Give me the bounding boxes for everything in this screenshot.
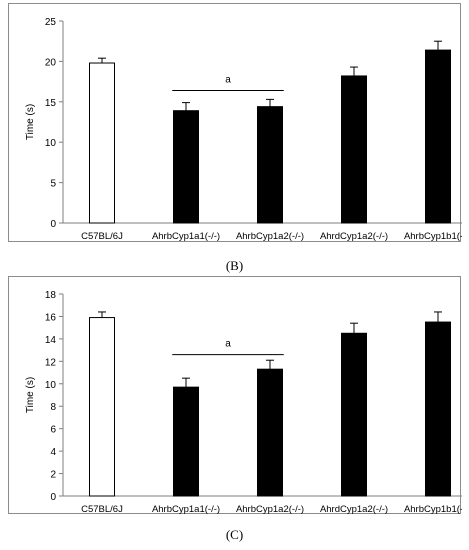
bar xyxy=(341,75,367,224)
y-tick-label: 12 xyxy=(45,357,57,368)
y-tick-label: 10 xyxy=(45,380,57,391)
y-tick-label: 18 xyxy=(45,290,57,301)
significance-label: a xyxy=(225,339,231,350)
x-tick-label: C57BL/6J xyxy=(81,231,123,242)
bar xyxy=(89,317,115,497)
bar xyxy=(425,49,451,224)
x-tick-label: AhrbCyp1a2(-/-) xyxy=(236,504,304,515)
bar xyxy=(173,110,199,224)
x-tick-label: AhrbCyp1a1(-/-) xyxy=(152,231,220,242)
chart-panel-c: 0 2 4 6 8 10 12 14 16 18 Time (s) C57BL/6J AhrbCyp1a… xyxy=(8,276,462,515)
y-tick-label: 6 xyxy=(50,425,56,436)
y-tick-label: 0 xyxy=(50,492,56,503)
chart-panel-b: 0 5 10 15 20 25 Time (s) C57BL/6J AhrbCyp1a1(-/-… xyxy=(8,3,462,242)
bar xyxy=(257,106,283,224)
x-tick-label: AhrbCyp1a1(-/-) xyxy=(152,504,220,515)
y-tick-label: 0 xyxy=(50,219,56,230)
x-tick-label: AhrdCyp1a2(-/-) xyxy=(320,231,388,242)
bar xyxy=(89,62,115,224)
y-tick-label: 5 xyxy=(50,179,56,190)
y-tick-label: 10 xyxy=(45,138,57,149)
x-tick-label: AhrbCyp1b1(-/-) xyxy=(404,504,462,515)
y-tick-label: 25 xyxy=(45,17,57,28)
x-tick-label: C57BL/6J xyxy=(81,504,123,515)
bar xyxy=(425,321,451,497)
panel-label-b: (B) xyxy=(225,258,244,273)
bar xyxy=(173,386,199,497)
y-axis-label: Time (s) xyxy=(25,104,36,140)
bar xyxy=(257,368,283,497)
y-tick-label: 20 xyxy=(45,57,57,68)
bar-chart-b: 0 5 10 15 20 25 Time (s) C57BL/6J AhrbCyp1a1(-/-… xyxy=(25,17,462,242)
y-tick-label: 15 xyxy=(45,98,57,109)
x-tick-label: AhrbCyp1a2(-/-) xyxy=(236,231,304,242)
bar xyxy=(341,332,367,497)
bar-chart-c: 0 2 4 6 8 10 12 14 16 18 Time (s) C57BL/6J AhrbCyp1a… xyxy=(25,290,462,515)
y-tick-label: 4 xyxy=(50,447,56,458)
x-tick-label: AhrbCyp1b1(-/-) xyxy=(404,231,462,242)
y-tick-label: 14 xyxy=(45,335,57,346)
y-tick-label: 8 xyxy=(50,402,56,413)
y-tick-label: 16 xyxy=(45,312,57,323)
y-axis-label: Time (s) xyxy=(25,377,36,413)
significance-label: a xyxy=(225,74,231,85)
x-tick-label: AhrdCyp1a2(-/-) xyxy=(320,504,388,515)
panel-label-c: (C) xyxy=(225,527,244,542)
y-tick-label: 2 xyxy=(50,470,56,481)
